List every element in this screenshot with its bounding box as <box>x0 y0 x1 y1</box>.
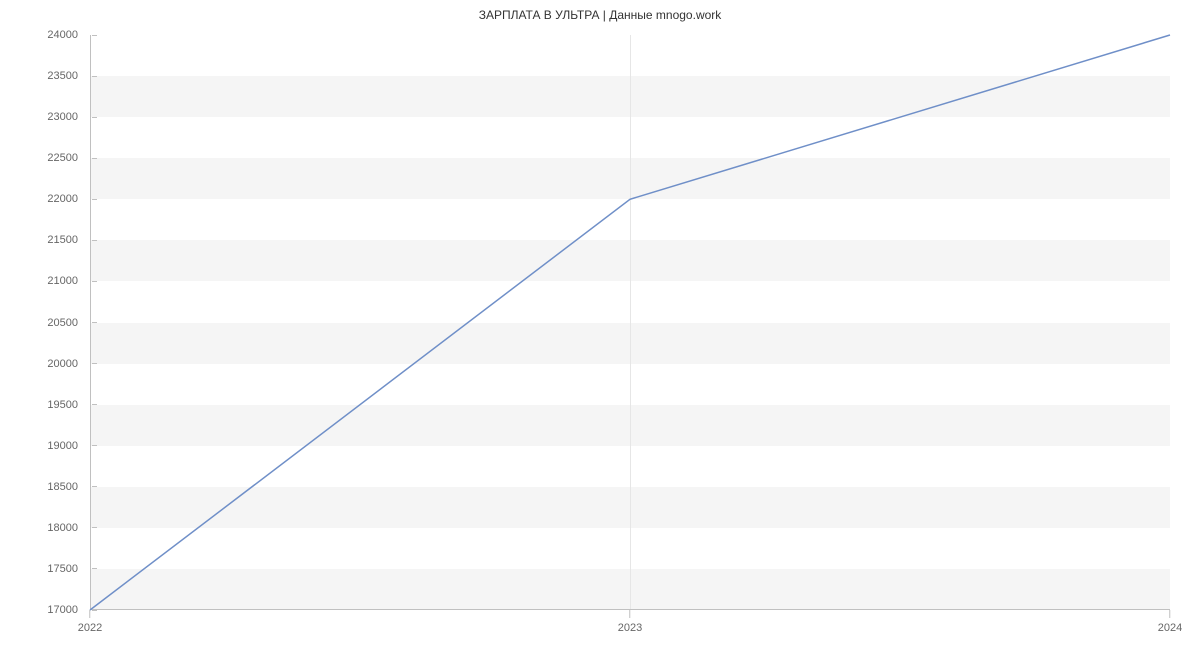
x-tick-label: 2022 <box>78 610 102 634</box>
x-tick-mark <box>1169 610 1170 618</box>
y-tick-label: 19000 <box>47 440 90 452</box>
y-tick-label: 18000 <box>47 522 90 534</box>
y-tick-label: 22000 <box>47 193 90 205</box>
y-tick-label: 21000 <box>47 275 90 287</box>
plot-area: 1700017500180001850019000195002000020500… <box>90 35 1170 610</box>
x-tick-mark <box>89 610 90 618</box>
x-tick-mark <box>629 610 630 618</box>
x-tick-label: 2023 <box>618 610 642 634</box>
y-tick-label: 23500 <box>47 70 90 82</box>
y-tick-label: 20500 <box>47 317 90 329</box>
y-tick-label: 20000 <box>47 358 90 370</box>
data-line <box>90 35 1170 610</box>
x-tick-label: 2024 <box>1158 610 1182 634</box>
chart-title: ЗАРПЛАТА В УЛЬТРА | Данные mnogo.work <box>0 8 1200 22</box>
y-tick-label: 21500 <box>47 234 90 246</box>
y-tick-label: 19500 <box>47 399 90 411</box>
y-tick-label: 23000 <box>47 111 90 123</box>
y-tick-label: 18500 <box>47 481 90 493</box>
y-tick-label: 17500 <box>47 563 90 575</box>
line-series <box>90 35 1170 610</box>
y-tick-label: 24000 <box>47 29 90 41</box>
y-tick-label: 22500 <box>47 152 90 164</box>
chart-container: ЗАРПЛАТА В УЛЬТРА | Данные mnogo.work 17… <box>0 0 1200 650</box>
